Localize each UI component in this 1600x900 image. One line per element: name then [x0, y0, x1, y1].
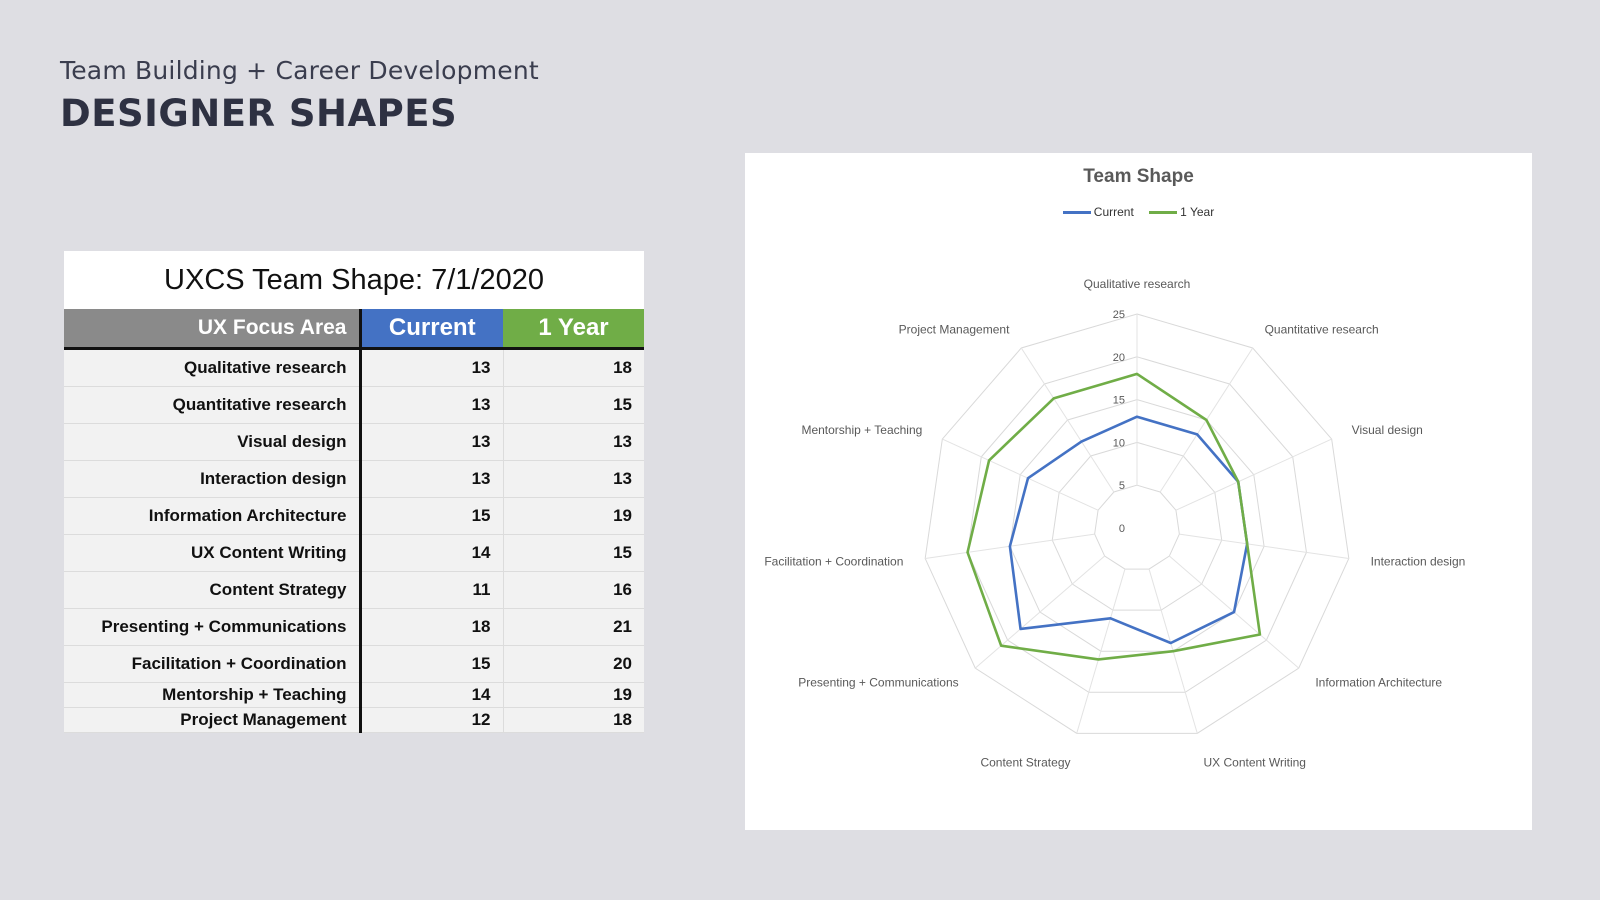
cell-focus-area: UX Content Writing	[64, 534, 362, 572]
cell-current: 18	[360, 608, 504, 646]
radial-tick-label: 25	[1113, 309, 1125, 321]
cell-current: 13	[360, 386, 504, 424]
cell-1-year: 16	[503, 571, 644, 609]
legend-label-1-year: 1 Year	[1180, 205, 1215, 219]
category-label: Facilitation + Coordination	[764, 555, 903, 569]
legend-item-current: Current	[1062, 205, 1134, 219]
cell-focus-area: Interaction design	[64, 460, 362, 498]
category-label: Visual design	[1352, 423, 1423, 437]
cell-current: 15	[360, 645, 504, 683]
radar-chart-panel: Team Shape Current 1 Year 0 5 10 15 20 25 Qual…	[745, 153, 1532, 830]
grid-spoke	[1076, 568, 1126, 734]
radial-tick-label: 5	[1119, 480, 1125, 492]
cell-1-year: 20	[503, 645, 644, 683]
cell-1-year: 18	[503, 348, 644, 387]
cell-current: 14	[360, 534, 504, 572]
cell-1-year: 13	[503, 460, 644, 498]
grid-ring	[967, 356, 1307, 693]
table-header-row: UX Focus Area Current 1 Year	[64, 309, 644, 350]
radial-tick-label: 10	[1113, 437, 1125, 449]
category-label: Presenting + Communications	[798, 676, 958, 690]
category-label: Project Management	[899, 322, 1010, 336]
cell-current: 13	[360, 460, 504, 498]
table-row: UX Content Writing 14 15	[64, 534, 644, 572]
team-shape-table-panel: UXCS Team Shape: 7/1/2020 UX Focus Area …	[64, 251, 644, 733]
cell-current: 13	[360, 423, 504, 461]
grid-spoke	[942, 438, 1099, 511]
category-label: Information Architecture	[1315, 676, 1442, 690]
grid-ring	[1094, 484, 1180, 570]
grid-spoke	[1179, 533, 1349, 559]
table-row: Information Architecture 15 19	[64, 497, 644, 535]
cell-focus-area: Content Strategy	[64, 571, 362, 609]
series-line-current	[1008, 415, 1249, 645]
cell-1-year: 21	[503, 608, 644, 646]
grid-spoke	[974, 555, 1105, 669]
cell-current: 12	[360, 707, 504, 733]
cell-focus-area: Project Management	[64, 707, 362, 733]
table-row: Visual design 13 13	[64, 423, 644, 461]
cell-current: 14	[360, 682, 504, 708]
cell-current: 13	[360, 348, 504, 387]
grid-ring	[1009, 399, 1265, 652]
legend-swatch-current	[1062, 211, 1091, 215]
table-row: Interaction design 13 13	[64, 460, 644, 498]
legend-swatch-1-year	[1149, 211, 1178, 215]
grid-ring	[1051, 441, 1223, 611]
grid-ring	[924, 313, 1350, 734]
radial-tick-label: 20	[1113, 352, 1125, 364]
cell-1-year: 13	[503, 423, 644, 461]
team-shape-table: UX Focus Area Current 1 Year Qualitative…	[64, 309, 644, 733]
category-label: Mentorship + Teaching	[801, 423, 922, 437]
legend-item-1-year: 1 Year	[1149, 205, 1214, 219]
cell-1-year: 18	[503, 707, 644, 733]
cell-current: 15	[360, 497, 504, 535]
cell-current: 11	[360, 571, 504, 609]
grid-spoke	[1020, 347, 1115, 493]
cell-focus-area: Mentorship + Teaching	[64, 682, 362, 708]
category-label: Interaction design	[1371, 555, 1466, 569]
table-row: Facilitation + Coordination 15 20	[64, 645, 644, 683]
table-row: Presenting + Communications 18 21	[64, 608, 644, 646]
radial-tick-label: 15	[1113, 395, 1125, 407]
table-row: Quantitative research 13 15	[64, 386, 644, 424]
table-row: Qualitative research 13 18	[64, 348, 644, 387]
category-label: Content Strategy	[980, 755, 1070, 769]
table-title: UXCS Team Shape: 7/1/2020	[164, 264, 544, 296]
slide-title: DESIGNER SHAPES	[60, 92, 458, 135]
table-row: Mentorship + Teaching 14 19	[64, 682, 644, 708]
table-row: Content Strategy 11 16	[64, 571, 644, 609]
header-1-year: 1 Year	[503, 309, 644, 350]
slide-subtitle: Team Building + Career Development	[60, 56, 539, 85]
cell-1-year: 19	[503, 497, 644, 535]
chart-legend: Current 1 Year	[745, 205, 1532, 219]
series-line-1-year	[966, 372, 1262, 661]
cell-focus-area: Visual design	[64, 423, 362, 461]
header-current: Current	[360, 309, 503, 350]
cell-focus-area: Qualitative research	[64, 348, 362, 387]
category-label: Quantitative research	[1265, 322, 1379, 336]
cell-focus-area: Facilitation + Coordination	[64, 645, 362, 683]
cell-1-year: 15	[503, 534, 644, 572]
grid-spoke	[1175, 438, 1332, 511]
chart-title: Team Shape	[1083, 166, 1194, 187]
radar-chart: 0 5 10 15 20 25 Qualitative research Quantitati…	[764, 277, 1466, 769]
cell-1-year: 15	[503, 386, 644, 424]
legend-label-current: Current	[1093, 205, 1134, 219]
cell-focus-area: Presenting + Communications	[64, 608, 362, 646]
category-label: UX Content Writing	[1203, 755, 1306, 769]
cell-1-year: 19	[503, 682, 644, 708]
cell-focus-area: Quantitative research	[64, 386, 362, 424]
header-ux-focus-area: UX Focus Area	[64, 309, 362, 350]
cell-focus-area: Information Architecture	[64, 497, 362, 535]
table-row: Project Management 12 18	[64, 707, 644, 733]
category-label: Qualitative research	[1084, 277, 1191, 291]
radial-tick-label: 0	[1119, 523, 1125, 535]
